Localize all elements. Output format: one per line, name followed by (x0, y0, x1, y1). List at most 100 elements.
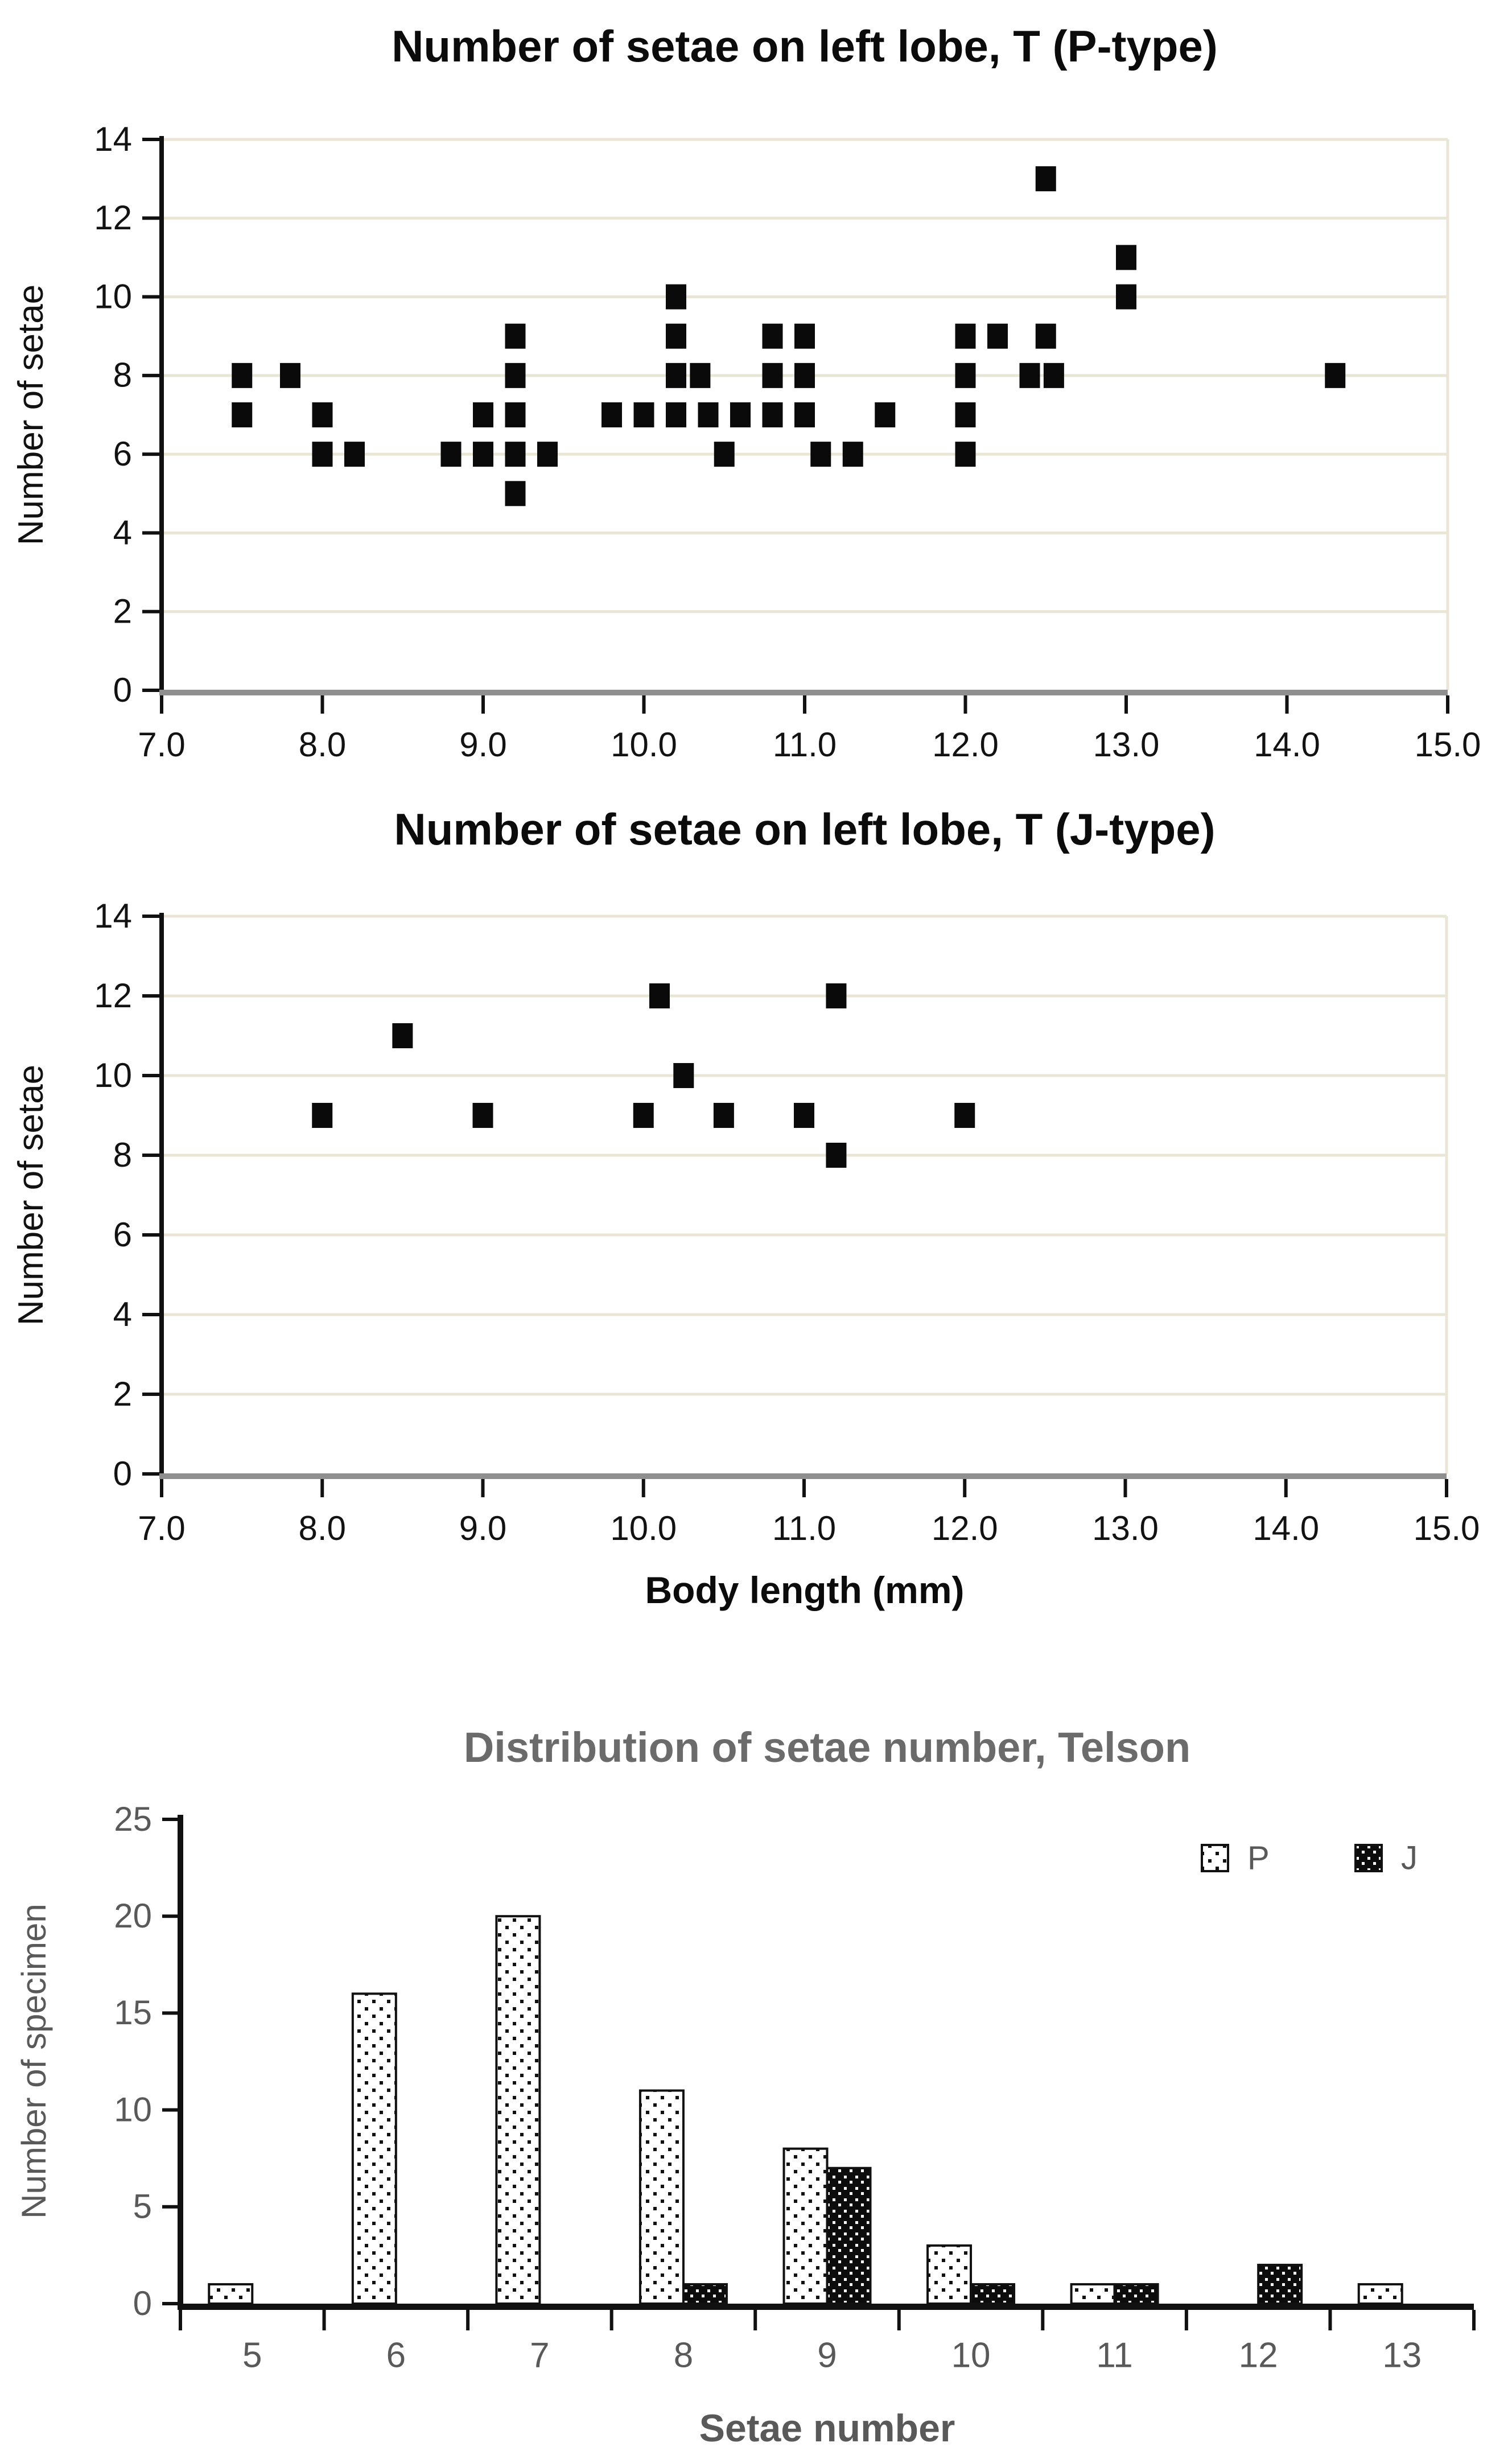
scatter-point (232, 363, 253, 388)
y-tick (162, 1914, 180, 1918)
scatter-point (633, 402, 654, 427)
scatter-point (505, 442, 526, 467)
y-tick-label: 12 (94, 199, 132, 237)
y-tick-label: 8 (113, 1136, 132, 1174)
scatter-point (505, 323, 526, 349)
x-tick (481, 695, 485, 714)
x-tick-label: 10.0 (611, 726, 677, 764)
scatter-point (473, 442, 493, 467)
scatter-point (1043, 363, 1064, 388)
scatter-point (312, 402, 333, 427)
scatter-point (1325, 363, 1346, 388)
chart3-x-axis-label: Setae number (699, 2407, 955, 2450)
x-tick-label: 6 (386, 2336, 406, 2375)
x-tick (160, 695, 163, 714)
y-tick (142, 609, 162, 613)
chart1-plot: 0 2 4 6 8 10 12 14 7.0 8.0 9.0 10.0 11.0 12.0 13.0 14.0… (94, 120, 1481, 764)
y-tick-label: 14 (94, 120, 132, 158)
y-tick (142, 1154, 162, 1157)
x-tick (179, 2310, 182, 2330)
gridline (162, 295, 1448, 299)
scatter-point (955, 402, 976, 427)
gridline (162, 1074, 1447, 1077)
scatter-point (505, 402, 526, 427)
chart3-title: Distribution of setae number, Telson (463, 1724, 1191, 1771)
scatter-point (666, 284, 686, 310)
y-tick-label: 20 (114, 1897, 152, 1935)
y-tick (142, 452, 162, 456)
gridline (162, 1154, 1447, 1157)
gridline (162, 1233, 1447, 1237)
scatter-point (762, 323, 783, 349)
bar-P-6 (351, 1992, 397, 2305)
x-tick-label: 12.0 (932, 726, 999, 764)
y-tick (162, 2011, 180, 2015)
x-tick-label: 12 (1239, 2336, 1278, 2375)
gridline (162, 915, 1447, 918)
scatter-point (762, 402, 783, 427)
y-tick-label: 10 (114, 2090, 152, 2128)
y-tick (142, 1472, 162, 1476)
scatter-point (954, 1103, 975, 1128)
bar-P-5 (208, 2283, 254, 2305)
bar-J-11 (1113, 2283, 1159, 2305)
scatter-point (312, 442, 333, 467)
x-tick (1285, 695, 1289, 714)
scatter-point (987, 323, 1008, 349)
x-tick-label: 8 (674, 2336, 693, 2375)
x-tick-label: 9.0 (459, 726, 506, 764)
x-tick-label: 10.0 (610, 1509, 677, 1547)
y-tick-label: 12 (94, 977, 132, 1015)
legend-marker-J (1354, 1844, 1383, 1872)
scatter-point (826, 1143, 847, 1168)
y-tick (142, 1074, 162, 1077)
x-axis-line (159, 690, 1448, 695)
y-tick-label: 2 (113, 1375, 132, 1413)
bar-J-9 (826, 2166, 872, 2305)
y-tick-label: 0 (133, 2284, 152, 2322)
x-tick (1472, 2310, 1476, 2330)
x-tick (642, 695, 646, 714)
scatter-point (440, 442, 462, 467)
x-tick (466, 2310, 470, 2330)
bar-P-10 (926, 2244, 973, 2305)
y-tick-label: 15 (114, 1993, 152, 2032)
y-tick-label: 0 (113, 671, 132, 709)
scatter-point (666, 323, 686, 349)
x-tick (897, 2310, 901, 2330)
scatter-point (232, 402, 253, 427)
x-tick (160, 1479, 163, 1497)
scatter-point (344, 442, 365, 467)
y-tick-label: 14 (94, 897, 132, 935)
y-tick (142, 689, 162, 692)
scatter-point (473, 402, 493, 427)
y-tick-label: 6 (113, 435, 132, 473)
gridline (162, 216, 1448, 220)
bar-P-9 (782, 2147, 829, 2305)
x-tick (1124, 695, 1128, 714)
x-tick-label: 13.0 (1092, 1509, 1159, 1547)
gridline (162, 994, 1447, 998)
scatter-point (1116, 245, 1136, 270)
scatter-point (1035, 323, 1056, 349)
x-tick (802, 1479, 806, 1497)
scatter-point (1019, 363, 1040, 388)
x-tick-label: 11.0 (773, 726, 837, 764)
x-tick-label: 11.0 (772, 1509, 836, 1547)
x-tick (963, 695, 967, 714)
bar-P-7 (495, 1915, 541, 2305)
y-tick (142, 1233, 162, 1237)
scatter-point (955, 323, 976, 349)
scatter-point (762, 363, 783, 388)
x-axis-line (178, 2304, 1474, 2310)
bar-J-10 (970, 2283, 1016, 2305)
scatter-point (842, 442, 863, 467)
scatter-point (280, 363, 300, 388)
scatter-point (649, 983, 670, 1008)
scatter-point (730, 402, 751, 427)
scatter-point (666, 402, 686, 427)
y-tick-label: 25 (114, 1800, 152, 1838)
x-tick-label: 10 (951, 2336, 991, 2375)
x-tick (320, 1479, 324, 1497)
